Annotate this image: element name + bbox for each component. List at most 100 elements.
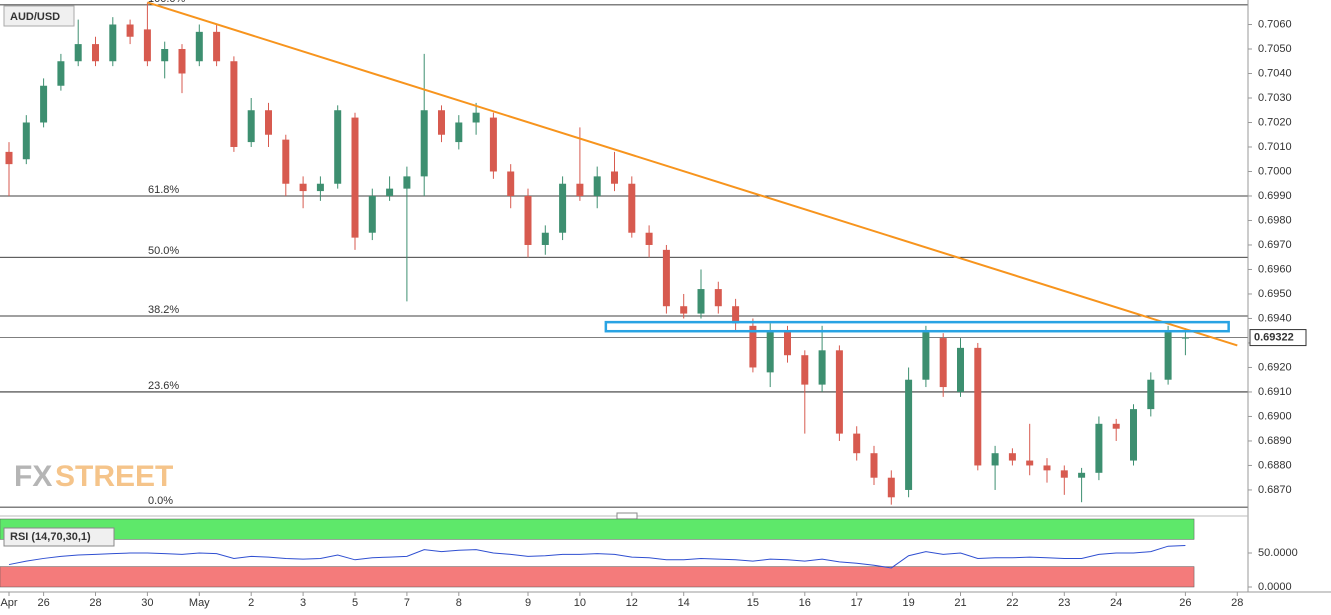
candle-body: [195, 31, 203, 62]
y-tick-label: 0.7040: [1258, 67, 1292, 79]
candle-body: [178, 48, 186, 74]
candle-body: [576, 183, 584, 196]
candle-body: [611, 171, 618, 184]
candle-body: [1095, 423, 1103, 473]
x-tick-label: 22: [1006, 597, 1018, 609]
candle-body: [870, 453, 878, 478]
candle-body: [732, 306, 740, 324]
x-tick-label: 10: [574, 597, 586, 609]
watermark-fx: FX: [14, 460, 52, 493]
candle-body: [230, 61, 238, 147]
fib-label: 61.8%: [148, 184, 179, 196]
y-tick-label: 0.6920: [1258, 361, 1292, 373]
y-tick-label: 0.6990: [1258, 190, 1292, 202]
candle-body: [472, 112, 480, 123]
candle-body: [835, 350, 843, 434]
x-tick-label: 7: [404, 597, 410, 609]
candle-body: [507, 171, 515, 196]
x-tick-label: May: [189, 597, 210, 609]
y-tick-label: 0.7020: [1258, 116, 1292, 128]
candle-body: [299, 183, 307, 192]
x-tick-label: 16: [799, 597, 811, 609]
x-tick-label: 21: [954, 597, 966, 609]
candle-body: [1181, 337, 1189, 339]
candle-body: [420, 110, 428, 177]
candle-body: [645, 232, 653, 245]
candle-body: [680, 306, 688, 314]
candle-body: [109, 24, 117, 62]
symbol-label: AUD/USD: [10, 11, 60, 23]
x-tick-label: 19: [902, 597, 914, 609]
x-tick-label: 30: [141, 597, 153, 609]
candle-body: [247, 110, 255, 143]
x-tick-label: 12: [626, 597, 638, 609]
pane-resizer[interactable]: [616, 512, 638, 520]
fib-label: 100.0%: [148, 0, 186, 5]
y-tick-label: 0.6900: [1258, 410, 1292, 422]
candle-body: [1043, 465, 1051, 471]
candle-body: [489, 117, 497, 172]
y-tick-label: 0.7010: [1258, 141, 1292, 153]
rsi-line: [8, 545, 1186, 569]
y-tick-label: 0.6940: [1258, 312, 1292, 324]
x-tick-label: 2: [248, 597, 254, 609]
candle-body: [1026, 460, 1034, 466]
candle-body: [1112, 423, 1120, 429]
candle-body: [213, 31, 221, 62]
x-tick-label: 9: [525, 597, 531, 609]
rsi-label: RSI (14,70,30,1): [10, 531, 91, 543]
candle-body: [57, 61, 65, 86]
candle-body: [939, 338, 947, 388]
candle-body: [593, 176, 601, 196]
candle-body: [559, 183, 567, 233]
y-tick-label: 0.6960: [1258, 263, 1292, 275]
x-tick-label: 24: [1110, 597, 1122, 609]
candle-body: [1008, 453, 1016, 461]
candle-body: [265, 110, 272, 135]
candle-body: [697, 289, 705, 314]
y-tick-label: 0.7060: [1258, 18, 1292, 30]
last-price-label: 0.69322: [1254, 331, 1294, 343]
candle-body: [922, 330, 930, 380]
rsi-y-tick-label: 50.0000: [1258, 547, 1298, 559]
x-tick-label: 28: [89, 597, 101, 609]
candle-body: [438, 110, 445, 135]
y-tick-label: 0.6970: [1258, 239, 1292, 251]
y-tick-label: 0.7030: [1258, 92, 1292, 104]
x-tick-label: 26: [1179, 597, 1191, 609]
candle-body: [22, 122, 30, 160]
candle-body: [40, 85, 48, 123]
candle-body: [282, 139, 290, 184]
x-tick-label: Apr: [0, 597, 17, 609]
y-tick-label: 0.7050: [1258, 43, 1292, 55]
candle-body: [628, 183, 636, 233]
fib-label: 50.0%: [148, 245, 179, 257]
candle-body: [316, 183, 324, 192]
y-tick-label: 0.6980: [1258, 214, 1292, 226]
x-tick-label: 3: [300, 597, 306, 609]
rsi-oversold-zone: [0, 566, 1195, 588]
watermark-street: STREET: [55, 460, 173, 493]
fib-label: 38.2%: [148, 304, 179, 316]
y-tick-label: 0.6890: [1258, 435, 1292, 447]
x-tick-label: 28: [1231, 597, 1243, 609]
candle-body: [5, 151, 13, 165]
candle-body: [749, 325, 757, 368]
rsi-overbought-zone: [0, 518, 1195, 540]
candle-body: [524, 195, 532, 245]
candle-body: [386, 188, 394, 196]
candle-body: [853, 433, 861, 454]
candle-body: [368, 195, 376, 233]
candle-body: [974, 347, 982, 466]
x-tick-label: 17: [851, 597, 863, 609]
candle-body: [662, 249, 670, 307]
candle-body: [957, 347, 964, 392]
candle-body: [1147, 379, 1155, 410]
candle-body: [801, 355, 809, 385]
candle-body: [714, 289, 722, 307]
candle-body: [161, 48, 169, 62]
candle-body: [74, 44, 82, 62]
candle-body: [126, 24, 134, 37]
candle-body: [905, 379, 913, 490]
x-tick-label: 14: [678, 597, 690, 609]
